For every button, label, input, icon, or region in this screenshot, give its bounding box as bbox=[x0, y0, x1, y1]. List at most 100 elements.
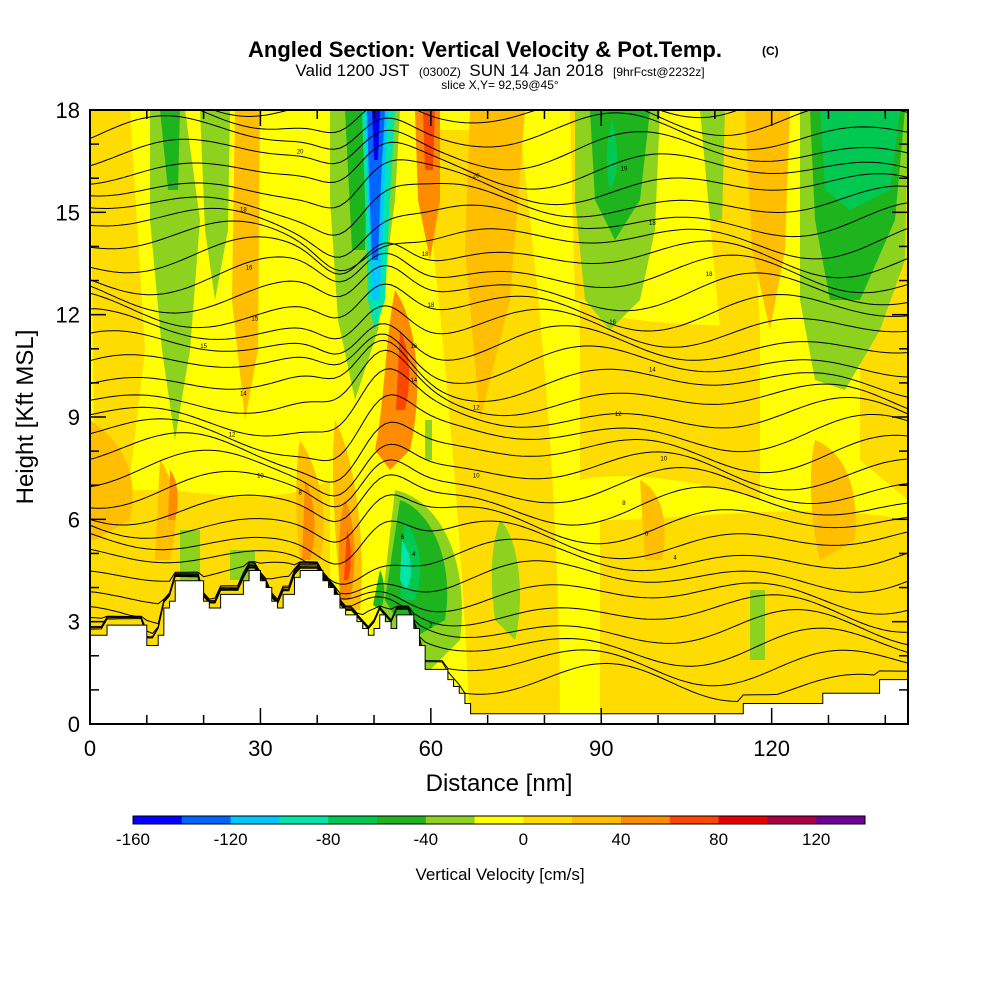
colorbar-bin bbox=[474, 816, 524, 824]
colorbar-bin bbox=[181, 816, 232, 824]
theta-contour-labels: 20 18 16 15 15 14 12 10 8 6 4 2 20 18 18 16 14 12 10 19 18 18… bbox=[200, 149, 713, 630]
x-tick-label: 90 bbox=[589, 736, 613, 761]
contour-label: 6 bbox=[401, 535, 405, 541]
theta-contour-line bbox=[90, 236, 908, 279]
plot-area: 20 18 16 15 15 14 12 10 8 6 4 2 20 18 18 16 14 12 10 19 18 18… bbox=[90, 110, 908, 724]
x-tick-labels: 0 30 60 90 120 bbox=[84, 736, 790, 761]
theta-contour-line bbox=[90, 421, 908, 483]
y-tick-label: 15 bbox=[56, 200, 80, 225]
y-tick-label: 18 bbox=[56, 98, 80, 123]
colorbar-bin bbox=[133, 816, 183, 824]
x-tick-label: 60 bbox=[419, 736, 443, 761]
colorbar-bin bbox=[572, 816, 622, 824]
colorbar-bin bbox=[718, 816, 768, 824]
theta-contour-line bbox=[90, 183, 908, 236]
contour-label: 15 bbox=[200, 344, 207, 350]
colorbar-tick-label: 0 bbox=[519, 830, 528, 849]
theta-contour-line bbox=[90, 339, 908, 403]
colorbar-label: Vertical Velocity [cm/s] bbox=[415, 865, 584, 884]
contour-label: 15 bbox=[251, 317, 258, 323]
theta-contour-line bbox=[90, 252, 908, 296]
colorbar-tick-label: -160 bbox=[116, 830, 150, 849]
colorbar-bin bbox=[523, 816, 573, 824]
theta-contour-line bbox=[90, 220, 908, 272]
contour-label: 19 bbox=[621, 166, 628, 172]
terrain-mask bbox=[90, 570, 908, 724]
colorbar-bin bbox=[669, 816, 720, 824]
y-tick-label: 12 bbox=[56, 303, 80, 328]
y-axis-label: Height [Kft MSL] bbox=[12, 330, 39, 505]
theta-contours bbox=[90, 110, 908, 703]
theta-contour-line bbox=[211, 110, 740, 119]
x-tick-label: 120 bbox=[753, 736, 790, 761]
colorbar-tick-label: -120 bbox=[214, 830, 248, 849]
theta-contour-line bbox=[90, 561, 908, 615]
theta-contour-line bbox=[90, 520, 908, 565]
contour-label: 18 bbox=[706, 272, 713, 278]
theta-contour-line bbox=[90, 562, 908, 633]
y-tick-labels: 0 3 6 9 12 15 18 bbox=[56, 98, 80, 737]
x-tick-label: 30 bbox=[248, 736, 272, 761]
subtitle-forecast: [9hrFcst@2232z] bbox=[613, 65, 705, 79]
x-axis-label: Distance [nm] bbox=[426, 770, 573, 797]
subtitle-date: SUN 14 Jan 2018 bbox=[469, 61, 603, 80]
contour-label: 10 bbox=[473, 473, 480, 479]
contour-label: 12 bbox=[473, 405, 480, 411]
theta-contour-line bbox=[90, 560, 908, 595]
subtitle-valid: Valid 1200 JST bbox=[295, 61, 409, 80]
theta-contour-line bbox=[90, 202, 908, 258]
theta-contour-line bbox=[90, 394, 908, 462]
contour-label: 14 bbox=[410, 378, 417, 384]
contour-label: 10 bbox=[660, 456, 667, 462]
y-tick-label: 0 bbox=[68, 712, 80, 737]
y-tick-label: 9 bbox=[68, 405, 80, 430]
slice-text: slice X,Y= 92,59@45° bbox=[441, 78, 559, 92]
contour-label: 8 bbox=[299, 491, 303, 497]
colorbar-bin bbox=[816, 816, 866, 824]
colorbar-bin bbox=[328, 816, 378, 824]
subtitle-utc: (0300Z) bbox=[419, 65, 461, 79]
theta-contour-line bbox=[90, 283, 908, 332]
contour-label: 4 bbox=[673, 555, 677, 561]
colorbar-tick-label: 80 bbox=[709, 830, 728, 849]
contour-label: 18 bbox=[422, 252, 429, 258]
contour-label: 12 bbox=[615, 412, 622, 418]
contour-label: 14 bbox=[240, 392, 247, 398]
contour-label: 16 bbox=[609, 320, 616, 326]
theta-contour-line bbox=[90, 305, 908, 348]
contour-label: 2 bbox=[429, 624, 433, 630]
theta-contour-line bbox=[90, 459, 908, 509]
colorbar bbox=[132, 815, 866, 825]
title-badge: (C) bbox=[762, 44, 779, 58]
colorbar-tick-label: -40 bbox=[414, 830, 439, 849]
theta-contour-line bbox=[90, 349, 908, 417]
theta-contour-line bbox=[90, 129, 908, 171]
y-tick-label: 6 bbox=[68, 507, 80, 532]
contour-label: 20 bbox=[473, 173, 480, 179]
contour-label: 16 bbox=[410, 344, 417, 350]
chart-subtitle: Valid 1200 JST (0300Z) SUN 14 Jan 2018 [… bbox=[295, 61, 704, 80]
contour-label: 14 bbox=[649, 368, 656, 374]
contour-label: 18 bbox=[240, 207, 247, 213]
theta-contour-line bbox=[90, 474, 908, 526]
axis-ticks bbox=[89, 109, 908, 725]
contour-label: 6 bbox=[645, 531, 649, 537]
theta-contour-line bbox=[90, 141, 908, 190]
colorbar-bin bbox=[425, 816, 476, 824]
colorbar-tick-label: 120 bbox=[802, 830, 830, 849]
theta-contour-line bbox=[90, 565, 908, 667]
colorbar-bin bbox=[279, 816, 329, 824]
contour-label: 8 bbox=[622, 501, 626, 507]
theta-contour-line bbox=[90, 443, 908, 497]
contour-label: 18 bbox=[427, 303, 434, 309]
y-tick-label: 3 bbox=[68, 610, 80, 635]
colorbar-outline bbox=[132, 815, 866, 825]
theta-contour-line bbox=[90, 323, 908, 361]
theta-contour-line bbox=[90, 159, 908, 209]
theta-contour-line bbox=[90, 494, 908, 545]
theta-contour-line bbox=[90, 564, 908, 646]
contour-label: 16 bbox=[246, 265, 253, 271]
theta-contour-line bbox=[90, 368, 908, 437]
colorbar-bin bbox=[377, 816, 427, 824]
